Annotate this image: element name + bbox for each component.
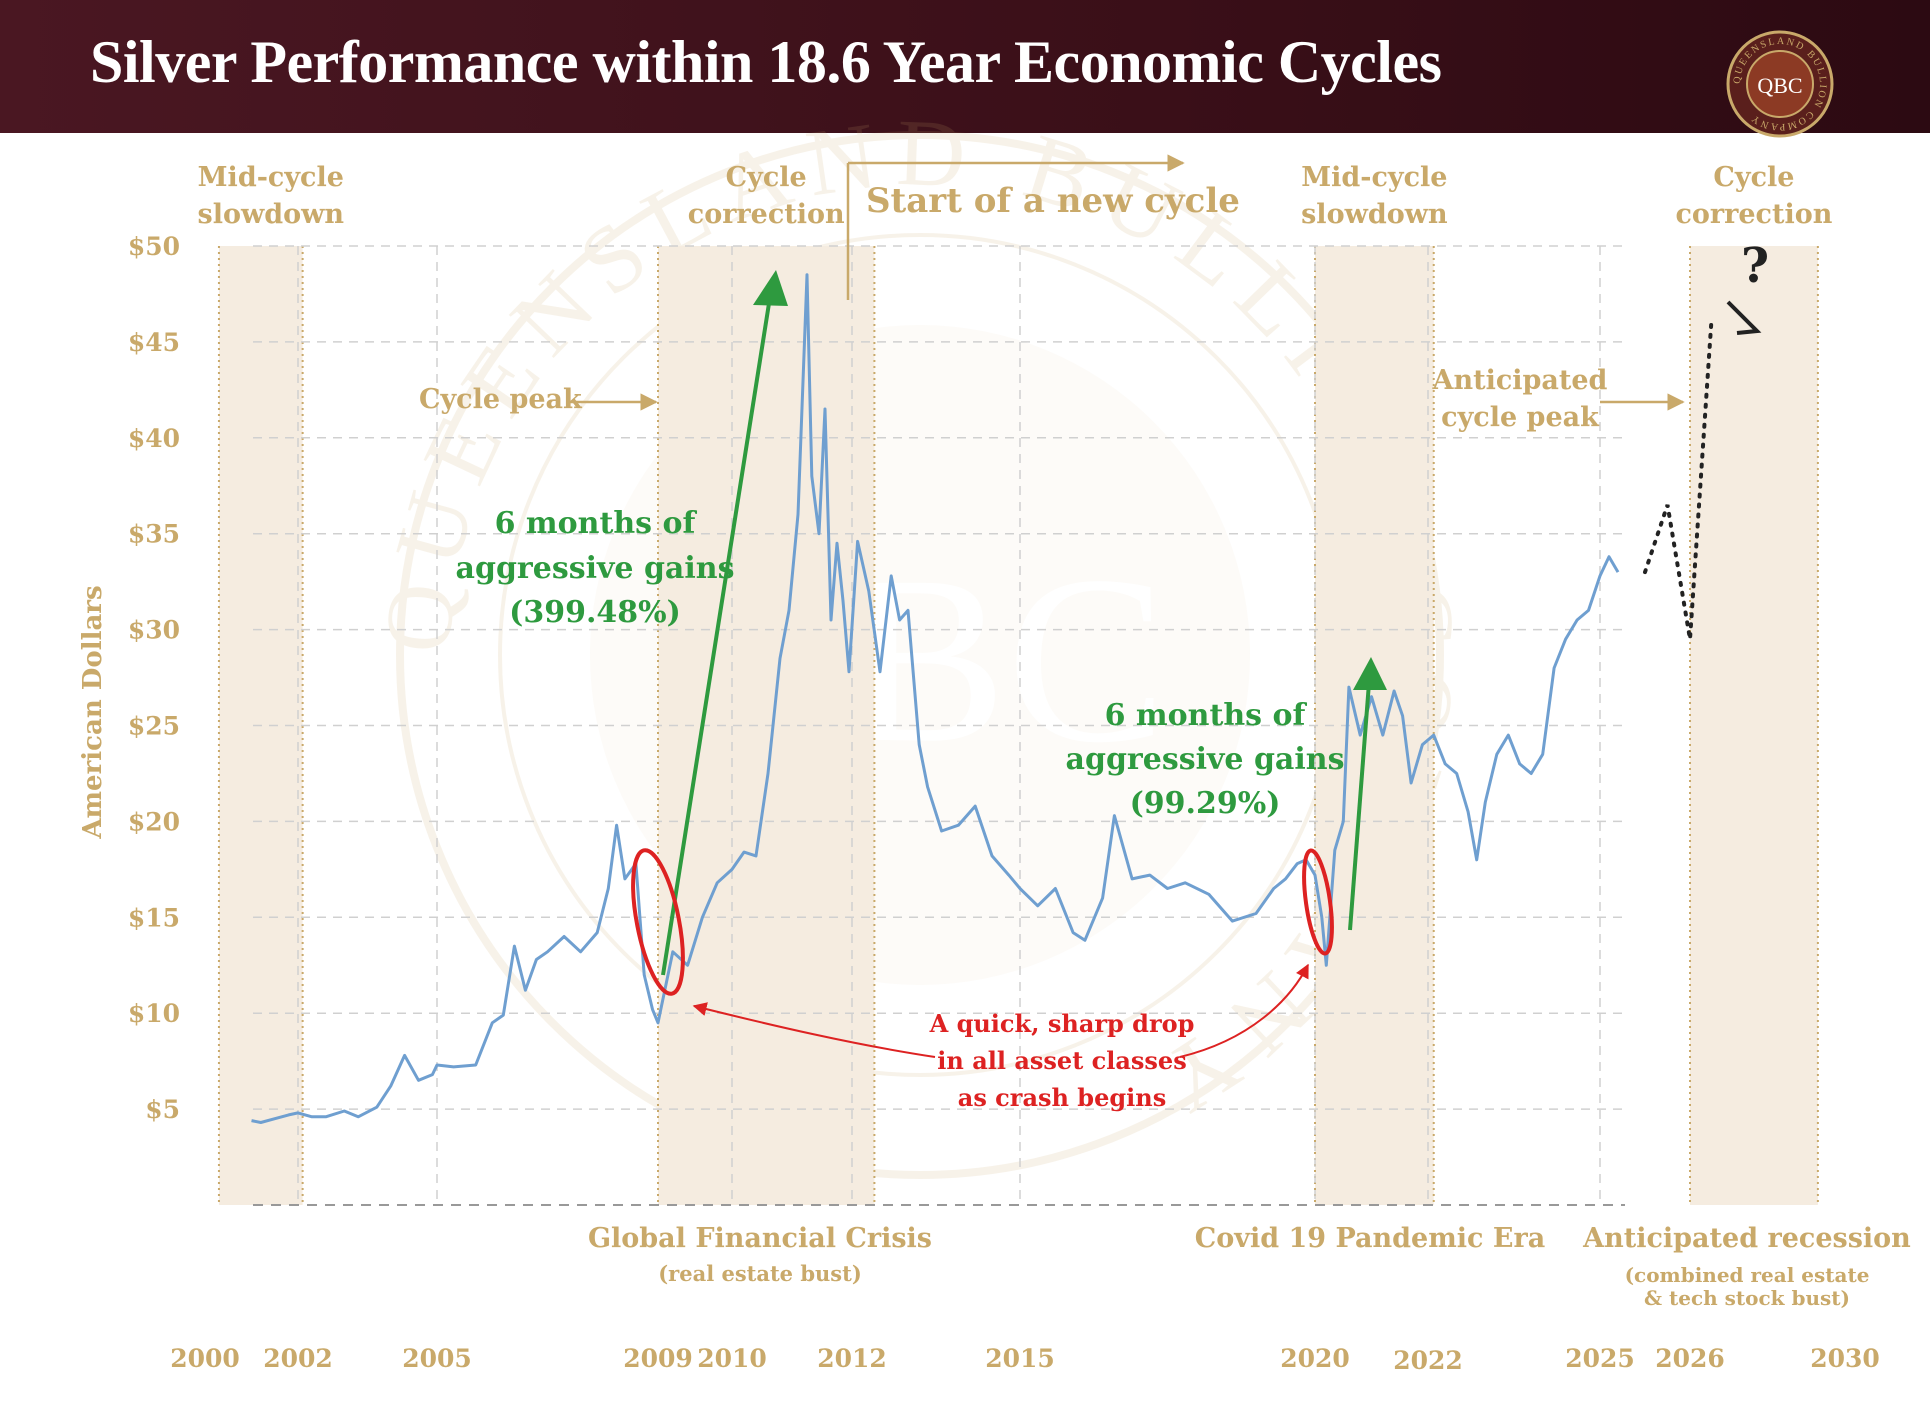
gfc-sublabel: (real estate bust) bbox=[658, 1261, 862, 1286]
drop-circle-2009 bbox=[631, 848, 685, 996]
anticipated-peak-label-1: Anticipated bbox=[1432, 365, 1608, 396]
y-tick-label: $30 bbox=[128, 616, 180, 645]
qbc-logo: QUEENSLAND BULLION COMPANY QBC bbox=[1726, 30, 1834, 138]
y-tick-label: $40 bbox=[128, 424, 180, 453]
recession-sublabel-2: & tech stock bust) bbox=[1644, 1286, 1850, 1310]
x-tick-label: 2012 bbox=[817, 1344, 887, 1373]
gain-annotation-2: 6 months of aggressive gains (99.29%) bbox=[1066, 698, 1345, 821]
band-label-0-line2: slowdown bbox=[198, 199, 345, 230]
band-label-2-line1: Mid-cycle bbox=[1301, 162, 1447, 193]
y-tick-label: $50 bbox=[128, 232, 180, 261]
gfc-label: Global Financial Crisis bbox=[588, 1223, 932, 1254]
gain-arrow-2009 bbox=[661, 277, 775, 976]
band-labels: Mid-cycle slowdown Cycle correction Mid-cycl… bbox=[198, 162, 1833, 230]
gain1-text-1: 6 months of bbox=[495, 506, 698, 541]
drop-annotation: A quick, sharp drop in all asset classes… bbox=[929, 1009, 1195, 1112]
drop-text-2: in all asset classes bbox=[937, 1046, 1186, 1075]
gain1-text-3: (399.48%) bbox=[509, 595, 681, 630]
x-tick-label: 2030 bbox=[1810, 1344, 1880, 1373]
event-labels: Global Financial Crisis (real estate bus… bbox=[588, 1223, 1911, 1310]
silver-price-line bbox=[251, 273, 1620, 1124]
drop-arrow-right bbox=[1179, 963, 1309, 1058]
gain-arrow-2020 bbox=[1348, 669, 1372, 931]
y-tick-label: $10 bbox=[128, 999, 180, 1028]
x-tick-label: 2022 bbox=[1393, 1346, 1463, 1375]
gain2-text-1: 6 months of bbox=[1105, 698, 1308, 733]
grid bbox=[253, 245, 1625, 1205]
x-tick-label: 2005 bbox=[402, 1344, 472, 1373]
projection-line bbox=[1643, 320, 1714, 640]
drop-text-3: as crash begins bbox=[958, 1083, 1166, 1112]
band-label-1-line1: Cycle bbox=[726, 162, 807, 193]
band-3 bbox=[1690, 246, 1818, 1205]
cycle-peak-label: Cycle peak bbox=[419, 384, 583, 415]
x-axis-ticks: 2000 2002 2005 2009 2010 2012 2015 2020 2022 2025… bbox=[170, 1344, 1880, 1375]
header-bar: Silver Performance within 18.6 Year Econ… bbox=[0, 0, 1930, 138]
x-tick-label: 2000 bbox=[170, 1344, 240, 1373]
band-label-0-line1: Mid-cycle bbox=[198, 162, 344, 193]
band-label-3-line2: correction bbox=[1675, 199, 1832, 230]
anticipated-peak-label-2: cycle peak bbox=[1441, 402, 1600, 433]
projection-arrowhead bbox=[1726, 300, 1762, 335]
gain2-text-2: aggressive gains bbox=[1066, 742, 1345, 777]
y-tick-label: $25 bbox=[128, 712, 180, 741]
y-axis-ticks: $5 $10 $15 $20 $25 $30 $35 $40 $45 $50 bbox=[128, 232, 180, 1124]
y-axis-label: American Dollars bbox=[78, 585, 108, 839]
y-tick-label: $15 bbox=[128, 903, 180, 932]
x-tick-label: 2010 bbox=[697, 1344, 767, 1373]
band-label-2-line2: slowdown bbox=[1301, 199, 1448, 230]
page-title: Silver Performance within 18.6 Year Econ… bbox=[90, 29, 1442, 95]
gain-annotation-1: 6 months of aggressive gains (399.48%) bbox=[456, 506, 735, 630]
new-cycle-label: Start of a new cycle bbox=[866, 181, 1240, 221]
band-label-1-line2: correction bbox=[688, 199, 845, 230]
band-label-3-line1: Cycle bbox=[1713, 162, 1794, 193]
y-tick-label: $35 bbox=[128, 520, 180, 549]
drop-arrow-left bbox=[692, 1002, 936, 1058]
x-tick-label: 2002 bbox=[263, 1344, 333, 1373]
gain2-text-3: (99.29%) bbox=[1130, 786, 1281, 821]
recession-sublabel-1: (combined real estate bbox=[1625, 1263, 1870, 1287]
x-tick-label: 2015 bbox=[985, 1344, 1055, 1373]
drop-circle-2020 bbox=[1302, 848, 1334, 956]
drop-text-1: A quick, sharp drop bbox=[929, 1009, 1195, 1038]
y-tick-label: $5 bbox=[145, 1095, 180, 1124]
x-tick-label: 2009 bbox=[623, 1344, 693, 1373]
covid-label: Covid 19 Pandemic Era bbox=[1195, 1223, 1545, 1254]
y-tick-label: $45 bbox=[128, 328, 180, 357]
gain-arrowhead-2009 bbox=[753, 270, 788, 306]
x-tick-label: 2025 bbox=[1565, 1344, 1635, 1373]
recession-label: Anticipated recession bbox=[1582, 1223, 1911, 1254]
gain1-text-2: aggressive gains bbox=[456, 551, 735, 586]
gain-arrowhead-2020 bbox=[1353, 657, 1387, 690]
y-tick-label: $20 bbox=[128, 807, 180, 836]
logo-text: QBC bbox=[1757, 73, 1802, 98]
question-mark: ? bbox=[1741, 238, 1769, 294]
x-tick-label: 2020 bbox=[1280, 1344, 1350, 1373]
x-tick-label: 2026 bbox=[1655, 1344, 1725, 1373]
